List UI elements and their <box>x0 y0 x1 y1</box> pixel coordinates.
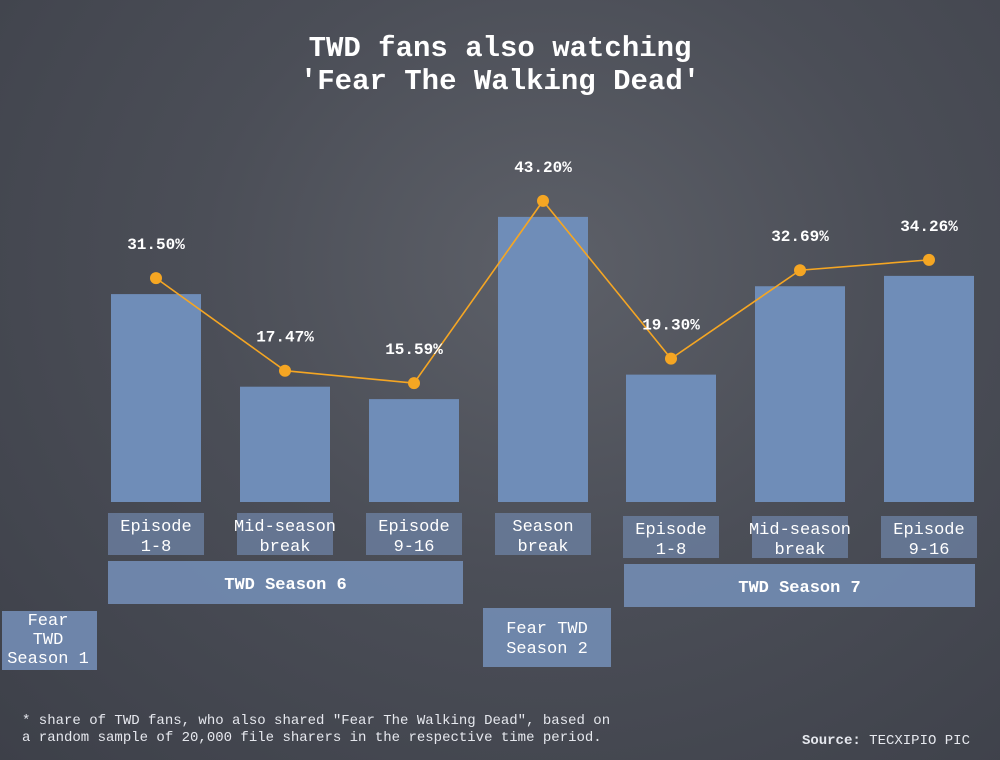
category-box-6 <box>752 516 848 558</box>
value-label-5: 19.30% <box>642 317 700 335</box>
category-box-2 <box>237 513 333 555</box>
category-label-3-2: 9-16 <box>394 538 435 557</box>
category-label-7-2: 9-16 <box>909 541 950 560</box>
value-label-4: 43.20% <box>514 159 572 177</box>
category-label-2-2: break <box>259 538 310 557</box>
category-label-3-1: Episode <box>378 518 449 537</box>
data-point-3 <box>408 377 420 390</box>
season-label-1-3: Season 1 <box>7 650 89 669</box>
source-label: Source: <box>801 733 861 749</box>
bar-7 <box>884 275 974 502</box>
category-box-3 <box>366 513 462 555</box>
footnote-line-1: * share of TWD fans, who also shared "Fe… <box>22 713 611 729</box>
data-point-5 <box>665 352 677 365</box>
value-label-6: 32.69% <box>771 228 829 246</box>
bar-5 <box>626 374 716 502</box>
group-box-1 <box>108 561 463 604</box>
bar-6 <box>755 286 845 502</box>
bar-2 <box>240 386 330 502</box>
category-label-7-1: Episode <box>893 521 964 540</box>
value-label-7: 34.26% <box>900 218 958 236</box>
category-label-1-2: 1-8 <box>141 538 172 557</box>
footnote-line-2: a random sample of 20,000 file sharers i… <box>22 730 602 746</box>
category-label-6-1: Mid-season <box>749 521 851 540</box>
season-label-2-2: Season 2 <box>506 640 588 659</box>
chart-title-line-2: 'Fear The Walking Dead' <box>299 65 701 98</box>
group-box-2 <box>624 564 975 607</box>
value-label-2: 17.47% <box>256 329 314 347</box>
bar-1 <box>111 294 201 502</box>
value-label-3: 15.59% <box>385 341 443 359</box>
category-label-5-1: Episode <box>635 521 706 540</box>
source-note: Source: TECXIPIO PIC <box>802 733 970 749</box>
season-label-1-2: TWD <box>33 631 64 650</box>
bar-4 <box>498 216 588 502</box>
footnote: * share of TWD fans, who also shared "Fe… <box>22 713 610 747</box>
data-point-2 <box>279 364 291 377</box>
data-point-6 <box>794 264 806 277</box>
category-label-5-2: 1-8 <box>656 541 687 560</box>
season-label-1-1: Fear <box>28 612 69 631</box>
bar-3 <box>369 399 459 502</box>
season-box-2 <box>483 608 611 667</box>
chart-title: TWD fans also watching 'Fear The Walking… <box>0 32 1000 98</box>
group-label-2: TWD Season 7 <box>738 579 860 598</box>
data-point-1 <box>150 272 162 285</box>
category-label-1-1: Episode <box>120 518 191 537</box>
category-label-4-2: break <box>517 538 568 557</box>
data-point-4 <box>537 194 549 207</box>
season-box-1 <box>2 611 97 670</box>
category-box-7 <box>881 516 977 558</box>
category-box-1 <box>108 513 204 555</box>
category-label-4-1: Season <box>512 518 573 537</box>
group-label-1: TWD Season 6 <box>224 576 346 595</box>
category-label-2-1: Mid-season <box>234 518 336 537</box>
data-point-7 <box>923 253 935 266</box>
value-label-1: 31.50% <box>127 236 185 254</box>
season-label-2-1: Fear TWD <box>506 620 588 639</box>
category-box-4 <box>495 513 591 555</box>
chart-title-line-1: TWD fans also watching <box>308 32 692 65</box>
source-value: TECXIPIO PIC <box>869 733 970 749</box>
category-box-5 <box>623 516 719 558</box>
category-label-6-2: break <box>774 541 825 560</box>
